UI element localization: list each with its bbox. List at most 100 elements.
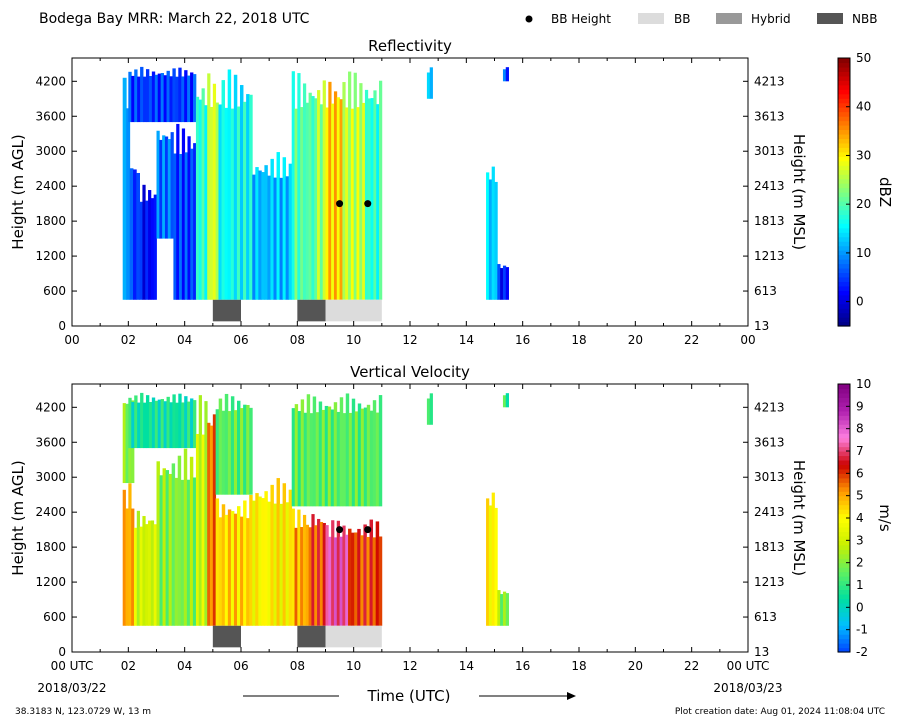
echo-cell xyxy=(429,393,433,425)
echo-cell xyxy=(308,92,312,300)
x-tick-label: 04 xyxy=(177,659,192,673)
echo-cell xyxy=(359,83,363,300)
colorbar-swatch xyxy=(838,89,850,95)
colorbar-swatch xyxy=(838,236,850,242)
colorbar-swatch xyxy=(838,500,850,506)
echo-cell xyxy=(300,399,305,507)
colorbar-swatch xyxy=(838,513,850,519)
echo-cell xyxy=(311,96,315,300)
echo-cell xyxy=(306,394,311,507)
colorbar-swatch xyxy=(838,540,850,546)
bb-height-point xyxy=(364,200,372,208)
echo-cell xyxy=(357,528,361,626)
echo-cell xyxy=(224,514,229,626)
colorbar-swatch xyxy=(838,625,850,631)
echo-cell xyxy=(291,408,296,507)
echo-cell xyxy=(267,175,271,300)
colorbar-swatch xyxy=(838,317,850,323)
bb-height-point xyxy=(336,200,344,208)
echo-cell xyxy=(255,493,259,626)
colorbar-swatch xyxy=(838,589,850,595)
echo-cell xyxy=(128,71,132,123)
colorbar-swatch xyxy=(838,303,850,309)
date-start-label: 2018/03/22 xyxy=(37,681,106,695)
echo-cell xyxy=(175,76,179,123)
colorbar-swatch xyxy=(838,156,850,162)
colorbar-swatch xyxy=(838,133,850,139)
echo-cell xyxy=(273,503,277,626)
colorbar-tick-label: 6 xyxy=(856,466,864,480)
colorbar-swatch xyxy=(838,518,850,524)
echo-cell xyxy=(319,104,324,300)
echo-cell xyxy=(148,520,152,626)
echo-cell xyxy=(333,537,338,626)
colorbar-swatch xyxy=(838,200,850,206)
colorbar-swatch xyxy=(838,638,850,644)
y-tick-label-right: 3013 xyxy=(754,470,785,484)
y-axis-label-right: Height (m MSL) xyxy=(790,460,808,576)
echo-cells xyxy=(122,392,509,626)
colorbar-swatch xyxy=(838,593,850,599)
colorbar-swatch xyxy=(838,80,850,86)
echo-cell xyxy=(166,70,170,123)
echo-cell xyxy=(183,448,188,626)
echo-cell xyxy=(240,408,244,495)
y-tick-label-right: 2413 xyxy=(754,505,785,519)
echo-cell xyxy=(230,511,235,626)
colorbar-swatch xyxy=(838,428,850,434)
echo-cell xyxy=(318,401,323,507)
colorbar-tick-label: 50 xyxy=(856,51,871,65)
colorbar-swatch xyxy=(838,183,850,189)
panel-title: Reflectivity xyxy=(368,37,452,55)
echo-cell xyxy=(364,89,369,300)
echo-cell xyxy=(261,498,265,626)
x-tick-label: 20 xyxy=(628,333,643,347)
colorbar-swatch xyxy=(838,424,850,430)
colorbar-swatch xyxy=(838,98,850,104)
echo-cell xyxy=(279,503,283,626)
echo-cell xyxy=(369,519,374,626)
x-tick-label: 18 xyxy=(571,659,586,673)
colorbar-swatch xyxy=(838,598,850,604)
echo-cell xyxy=(354,411,359,507)
echo-cell xyxy=(494,507,498,626)
echo-cell xyxy=(264,491,268,626)
echo-cell xyxy=(356,107,360,300)
echo-cell xyxy=(136,172,140,300)
echo-cell xyxy=(148,402,153,449)
y-tick-label-right: 3013 xyxy=(754,144,785,158)
echo-cell xyxy=(168,473,173,626)
echo-cell xyxy=(333,91,338,300)
echo-cell xyxy=(227,69,232,300)
echo-cell xyxy=(363,407,368,507)
echo-cell xyxy=(497,264,501,300)
colorbar-swatch xyxy=(838,214,850,220)
bb-type-bar xyxy=(212,625,241,648)
colorbar-swatch xyxy=(838,392,850,398)
echo-cell xyxy=(328,81,332,300)
echo-cell xyxy=(366,536,370,626)
echo-cell xyxy=(282,157,287,300)
colorbar-swatch xyxy=(838,526,850,532)
colorbar-swatch xyxy=(838,321,850,327)
echo-cell xyxy=(142,184,146,300)
colorbar-swatch xyxy=(838,482,850,488)
echo-cell xyxy=(192,400,197,449)
legend-label-hybrid: Hybrid xyxy=(751,12,791,26)
echo-cell xyxy=(125,403,129,484)
echo-cell xyxy=(193,143,197,300)
y-tick-label: 2400 xyxy=(35,505,66,519)
colorbar-swatch xyxy=(838,571,850,577)
x-tick-label: 12 xyxy=(402,333,417,347)
echo-cell xyxy=(184,152,188,300)
echo-cell xyxy=(261,172,265,300)
colorbar-swatch xyxy=(838,451,850,457)
bb-type-bar xyxy=(325,625,382,648)
echo-cell xyxy=(360,408,365,507)
legend: BB Height BB Hybrid NBB xyxy=(525,12,877,26)
echo-cell xyxy=(276,478,280,626)
colorbar-swatch xyxy=(838,384,850,390)
x-tick-label: 00 xyxy=(740,333,755,347)
colorbar-swatch xyxy=(838,509,850,515)
echo-cell xyxy=(327,406,332,507)
